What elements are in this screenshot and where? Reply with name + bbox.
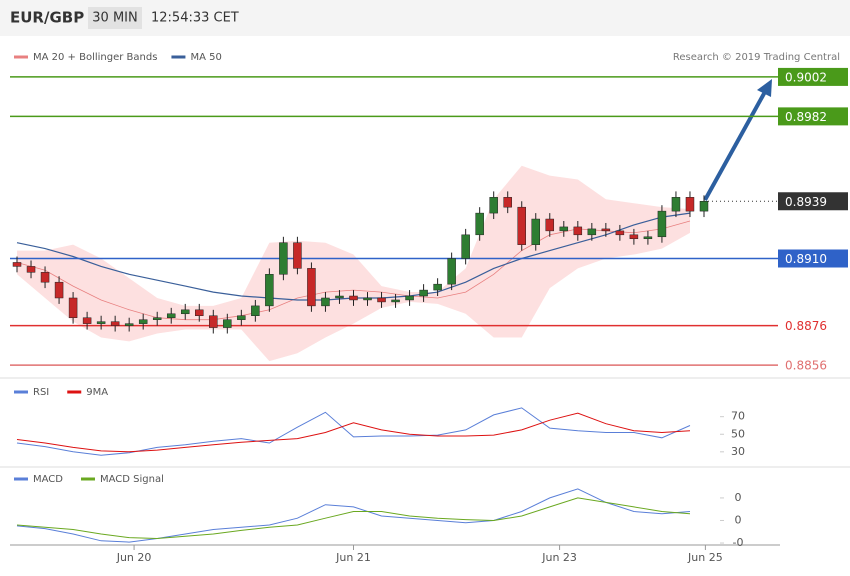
y-tick-label: 0 <box>735 491 742 504</box>
candle-body <box>54 281 64 299</box>
candle-body <box>279 242 288 275</box>
level-label: 0.8910 <box>785 252 827 266</box>
candle-body <box>166 313 176 318</box>
candle-body <box>152 317 162 320</box>
candle-body <box>545 218 555 232</box>
candle-body <box>657 210 667 238</box>
level-label-box <box>778 249 848 268</box>
level-label: 0.8982 <box>785 110 827 124</box>
level-label: 0.8939 <box>785 195 827 209</box>
y-tick-label: 70 <box>731 410 745 423</box>
candle-body <box>489 197 498 214</box>
candle-body <box>405 295 414 301</box>
candle-body <box>124 323 134 326</box>
legend-label: RSI <box>33 387 49 398</box>
candle-body <box>82 317 92 324</box>
candle-body <box>335 295 344 299</box>
candle-body <box>138 319 148 324</box>
candle-body <box>209 315 218 328</box>
candle-body <box>293 242 302 269</box>
candle-body <box>377 297 386 303</box>
candle-body <box>475 212 484 236</box>
candle-body <box>531 218 540 245</box>
candle-body <box>433 283 442 291</box>
indicator-line <box>16 497 691 540</box>
candle-body <box>671 197 681 212</box>
candle-body <box>629 234 639 240</box>
candle-body <box>573 226 583 236</box>
x-tick-label: Jun 23 <box>541 551 577 564</box>
legend-label: MACD Signal <box>100 474 164 485</box>
candle-body <box>223 319 232 328</box>
indicator-line <box>16 412 691 453</box>
time: 12:54:33 CET <box>151 11 239 26</box>
forecast-arrow <box>703 89 768 201</box>
timeframe-box <box>88 7 142 29</box>
candle-body <box>307 268 316 307</box>
candle-body <box>363 297 372 301</box>
legend-label: MA 20 + Bollinger Bands <box>33 52 157 63</box>
legend-label: MACD <box>33 474 63 485</box>
x-tick-label: Jun 21 <box>335 551 371 564</box>
candle-body <box>237 315 246 320</box>
level-label: 0.8856 <box>785 359 827 373</box>
x-tick-label: Jun 20 <box>116 551 152 564</box>
y-tick-label: 0 <box>735 513 742 526</box>
level-label: 0.9002 <box>785 70 827 84</box>
candle-body <box>419 289 428 297</box>
indicator-line <box>16 407 691 456</box>
candle-body <box>265 274 274 307</box>
candle-body <box>699 201 709 212</box>
bollinger-band <box>17 165 690 362</box>
candle-body <box>321 297 330 307</box>
x-tick-label: Jun 25 <box>687 551 723 564</box>
candle-body <box>391 299 400 303</box>
candle-body <box>559 226 569 232</box>
title: EUR/GBP <box>10 9 84 27</box>
candle-body <box>251 305 260 316</box>
timeframe: 30 MIN <box>92 11 137 26</box>
candle-body <box>503 197 512 208</box>
level-label-box <box>778 67 848 86</box>
forecast-arrowhead <box>757 79 772 97</box>
candle-body <box>181 309 190 315</box>
candle-body <box>68 297 78 318</box>
y-tick-label: -0 <box>733 536 744 549</box>
candle-body <box>26 266 36 273</box>
candle-body <box>685 197 695 212</box>
candle-body <box>601 228 611 232</box>
y-tick-label: 30 <box>731 445 745 458</box>
level-label-box <box>778 107 848 126</box>
candle-body <box>96 321 106 324</box>
candle-body <box>643 236 653 240</box>
indicator-line <box>16 488 691 543</box>
candle-body <box>12 262 22 267</box>
legend-label: MA 50 <box>190 52 221 63</box>
candle-body <box>110 321 120 326</box>
candle-body <box>40 272 50 283</box>
level-label: 0.8876 <box>785 319 827 333</box>
candle-body <box>517 206 526 245</box>
candle-body <box>447 258 456 285</box>
legend-label: 9MA <box>86 387 108 398</box>
credit: Research © 2019 Trading Central <box>673 52 840 63</box>
candle-body <box>195 309 204 316</box>
level-label-box <box>778 192 848 211</box>
y-tick-label: 50 <box>731 427 745 440</box>
candle-body <box>615 230 625 236</box>
candle-body <box>587 228 597 236</box>
candle-body <box>461 234 470 259</box>
candle-body <box>349 295 358 301</box>
